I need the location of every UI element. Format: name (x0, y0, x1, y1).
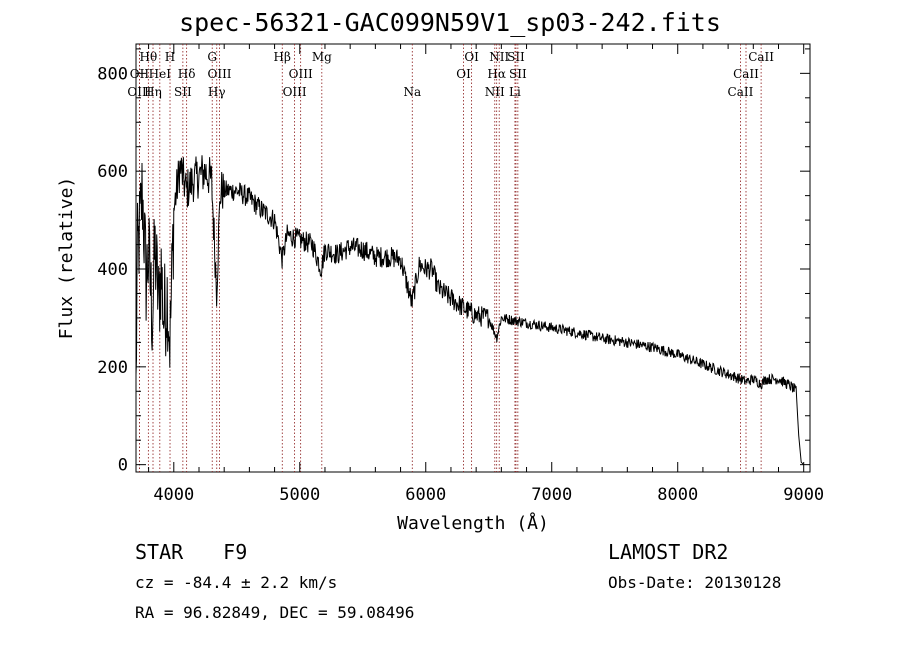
redshift-text: cz = -84.4 ± 2.2 km/s (135, 573, 338, 592)
line-label: Na (403, 85, 421, 99)
plot-frame (135, 43, 811, 473)
line-label: Hγ (208, 85, 226, 99)
line-label: SII (509, 67, 527, 81)
line-label: Mg (312, 50, 332, 64)
y-axis: 0 200 400 600 800 (97, 48, 810, 476)
line-label: Hδ (178, 67, 196, 81)
line-label: Li (509, 85, 521, 99)
line-label: OIII (127, 85, 151, 99)
y-tick-label: 200 (97, 358, 128, 378)
classification: STAR F9 (135, 540, 247, 564)
x-tick-label: 5000 (279, 485, 320, 505)
line-label: NII (489, 50, 509, 64)
line-label: NII (485, 85, 505, 99)
subclass: F9 (223, 540, 248, 564)
line-label: CaII (748, 50, 774, 64)
x-tick-label: 8000 (657, 485, 698, 505)
line-label: G (207, 50, 217, 64)
y-axis-label: Flux (relative) (56, 177, 77, 340)
line-label: CaII (728, 85, 754, 99)
line-label: HeI (149, 67, 172, 81)
line-label: OI (464, 50, 479, 64)
x-axis-label: Wavelength (Å) (397, 512, 549, 534)
line-label: OIII (289, 67, 313, 81)
line-label: Hθ (139, 50, 157, 64)
line-label: CaII (733, 67, 759, 81)
y-tick-label: 400 (97, 260, 128, 280)
line-label: Hβ (274, 50, 291, 64)
spectral-line-markers: Hθ OII OIII H HeI Hη Hδ SII G OIII Hγ Hβ OIII OIII Mg N… (127, 44, 774, 472)
y-tick-label: 800 (97, 64, 128, 84)
x-tick-label: 9000 (783, 485, 824, 505)
line-label: Hη (144, 85, 162, 99)
line-label: SII (507, 50, 525, 64)
line-label: H (165, 50, 175, 64)
line-label: OIII (207, 67, 231, 81)
obs-date: Obs-Date: 20130128 (608, 573, 782, 592)
y-tick-label: 0 (118, 456, 128, 476)
line-label: OII (130, 67, 150, 81)
coordinates: RA = 96.82849, DEC = 59.08496 (135, 603, 415, 622)
line-label: OI (456, 67, 471, 81)
x-axis: 4000 5000 6000 7000 8000 9000 (148, 44, 824, 505)
survey-name: LAMOST DR2 (608, 540, 729, 564)
object-class: STAR (135, 540, 184, 564)
chart-title: spec-56321-GAC099N59V1_sp03-242.fits (179, 8, 721, 37)
line-label: SII (174, 85, 192, 99)
x-tick-label: 6000 (405, 485, 446, 505)
spectrum-line (135, 155, 805, 466)
line-label: Hα (487, 67, 506, 81)
y-tick-label: 600 (97, 162, 128, 182)
line-label: OIII (283, 85, 307, 99)
x-tick-label: 7000 (531, 485, 572, 505)
x-tick-label: 4000 (153, 485, 194, 505)
